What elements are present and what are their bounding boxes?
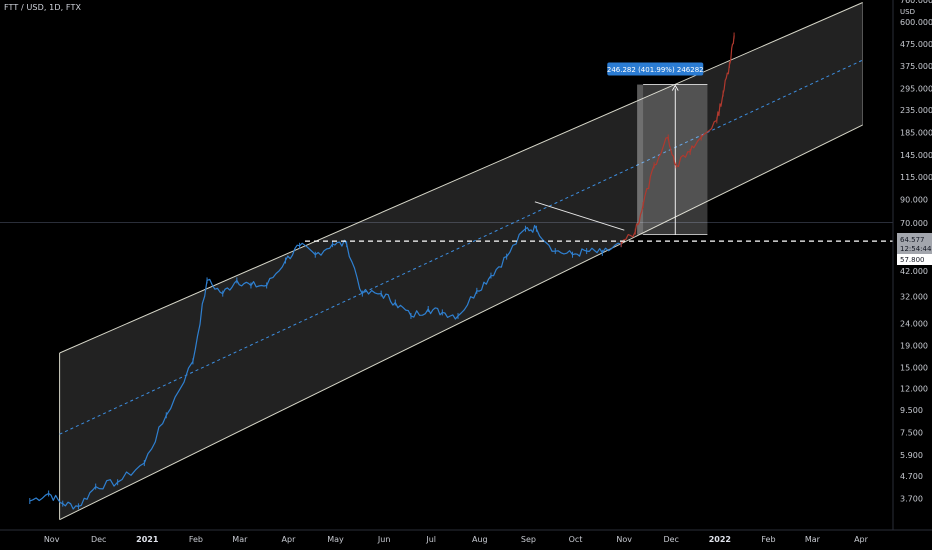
current-price-label: 64.577	[900, 236, 925, 244]
y-tick-label: 32.000	[900, 292, 928, 301]
x-tick-label: Nov	[616, 535, 632, 544]
y-tick-label: 145.000	[900, 151, 932, 160]
measure-label-box	[607, 62, 704, 76]
x-tick-label: Feb	[189, 535, 203, 544]
y-tick-label: 70.000	[900, 219, 928, 228]
x-tick-label: Oct	[569, 535, 583, 544]
x-tick-label: 2021	[136, 535, 159, 544]
x-tick-label: May	[327, 535, 344, 544]
price-history-line	[29, 224, 622, 510]
y-tick-label: 4.700	[900, 472, 923, 481]
y-tick-label: 115.000	[900, 173, 932, 182]
y-tick-label: 235.000	[900, 106, 932, 115]
x-tick-label: Apr	[282, 535, 297, 544]
series-layer	[29, 32, 893, 510]
x-tick-label: Apr	[854, 535, 869, 544]
x-tick-label: Feb	[761, 535, 775, 544]
y-tick-label: 9.500	[900, 406, 923, 415]
x-tick-label: Jun	[377, 535, 391, 544]
current-price-badge	[897, 233, 932, 255]
y-tick-label: 5.900	[900, 451, 923, 460]
x-tick-label: Aug	[472, 535, 488, 544]
channel-lower-line[interactable]	[59, 124, 863, 521]
channel-upper-line[interactable]	[59, 2, 863, 354]
x-tick-label: Nov	[44, 535, 60, 544]
support-price-label: 57.800	[900, 256, 925, 264]
countdown-label: 12:54:44	[900, 245, 932, 253]
x-tick-label: Sep	[521, 535, 536, 544]
x-tick-label: Mar	[232, 535, 248, 544]
measure-arrow-head-icon	[671, 84, 679, 91]
y-tick-label: 3.700	[900, 494, 923, 503]
y-tick-label: 185.000	[900, 128, 932, 137]
y-tick-label: 12.000	[900, 384, 928, 393]
x-tick-label: Mar	[805, 535, 821, 544]
y-tick-label: 7.500	[900, 428, 923, 437]
currency-label: USD	[900, 8, 915, 16]
regression-channel[interactable]	[59, 2, 864, 521]
y-tick-label: 475.000	[900, 40, 932, 49]
triangle-top-line[interactable]	[534, 201, 625, 231]
y-tick-label: 90.000	[900, 196, 928, 205]
y-tick-label: 600.000	[900, 18, 932, 27]
support-price-badge	[897, 254, 932, 265]
projection-line	[620, 35, 735, 245]
x-tick-label: Dec	[663, 535, 678, 544]
y-tick-label: 760.000	[900, 0, 932, 5]
y-tick-label: 19.000	[900, 341, 928, 350]
x-tick-label: Jul	[425, 535, 436, 544]
y-tick-label: 15.000	[900, 363, 928, 372]
y-tick-label: 42.000	[900, 267, 928, 276]
measure-bar	[637, 84, 644, 235]
y-tick-label: 295.000	[900, 85, 932, 94]
y-tick-label: 24.000	[900, 319, 928, 328]
chart-title: FTT / USD, 1D, FTX	[4, 3, 82, 12]
measure-label: 246.282 (401.99%) 246282	[607, 66, 704, 74]
channel-mid-line[interactable]	[59, 59, 863, 435]
x-tick-label: Dec	[91, 535, 106, 544]
measure-tool[interactable]: 246.282 (401.99%) 246282	[607, 62, 708, 235]
channel-fill	[59, 2, 863, 520]
y-tick-label: 375.000	[900, 62, 932, 71]
x-tick-label: 2022	[709, 535, 731, 544]
